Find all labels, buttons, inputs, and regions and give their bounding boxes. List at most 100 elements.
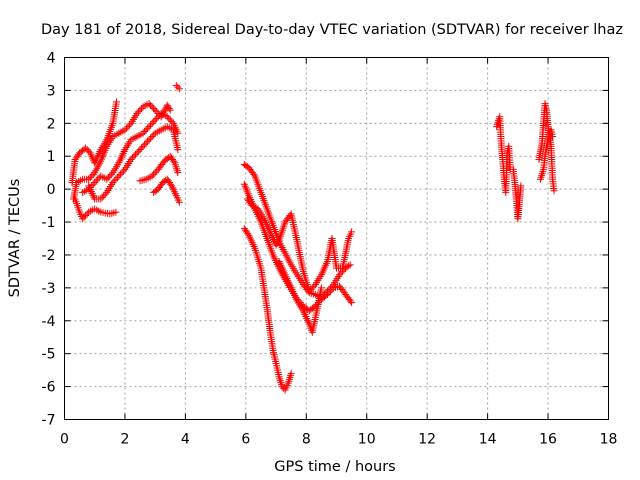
data-point: [151, 169, 159, 177]
data-point: [317, 284, 325, 292]
data-point: [82, 211, 90, 219]
y-tick-label: -4: [42, 314, 56, 330]
series-pass-a3: [71, 195, 120, 223]
plot-frame: [64, 57, 609, 420]
data-point: [346, 297, 354, 305]
data-point: [175, 198, 183, 206]
data-point: [132, 151, 140, 159]
data-point: [163, 113, 171, 121]
data-point: [151, 116, 159, 124]
data-point: [170, 157, 178, 165]
series-pass-a2: [70, 100, 174, 203]
data-point: [142, 126, 150, 134]
data-point: [550, 187, 558, 195]
data-point: [118, 169, 126, 177]
data-point: [85, 147, 93, 155]
series-pass-b3: [243, 195, 356, 295]
data-point: [145, 123, 153, 131]
data-point: [101, 190, 109, 198]
data-point: [112, 98, 120, 106]
data-point: [83, 146, 91, 154]
data-point: [112, 208, 120, 216]
data-point: [165, 114, 173, 122]
y-tick-label: -5: [42, 347, 56, 363]
data-point: [348, 228, 356, 236]
series-pass-a5: [85, 123, 182, 203]
data-point: [145, 136, 153, 144]
data-point: [148, 103, 156, 111]
data-point: [115, 172, 123, 180]
data-point: [109, 179, 117, 187]
data-point: [148, 172, 156, 180]
data-point: [97, 195, 105, 203]
data-point: [104, 174, 112, 182]
data-point: [113, 174, 121, 182]
data-point: [307, 286, 315, 294]
data-point: [89, 180, 97, 188]
data-point: [517, 182, 525, 190]
data-point: [98, 193, 106, 201]
data-point: [278, 383, 286, 391]
series-pass-c2: [509, 165, 525, 223]
x-tick-label: 6: [241, 432, 250, 448]
y-tick-label: 0: [47, 182, 56, 198]
data-point: [145, 100, 153, 108]
data-point: [100, 192, 108, 200]
data-point: [127, 156, 135, 164]
data-point: [141, 141, 149, 149]
x-axis-label: GPS time / hours: [274, 459, 395, 475]
data-point: [80, 213, 88, 221]
x-tick-label: 18: [600, 432, 618, 448]
data-point: [138, 105, 146, 113]
data-point: [139, 142, 147, 150]
data-point: [150, 105, 158, 113]
data-point: [91, 179, 99, 187]
y-tick-label: -1: [42, 215, 56, 231]
data-point: [147, 134, 155, 142]
data-point: [122, 124, 130, 132]
data-point: [172, 81, 180, 89]
data-point: [136, 106, 144, 114]
data-point: [322, 292, 330, 300]
series-pass-b4: [240, 225, 295, 394]
data-point: [549, 132, 557, 140]
data-point: [153, 114, 161, 122]
data-point: [175, 85, 183, 93]
data-point: [110, 177, 118, 185]
data-point: [174, 83, 182, 91]
y-tick-label: 4: [47, 51, 56, 67]
x-tick-label: 14: [479, 432, 497, 448]
data-point: [174, 146, 182, 154]
data-point: [274, 238, 282, 246]
series-pass-a7: [150, 175, 183, 206]
data-point: [150, 118, 158, 126]
data-markers: [68, 81, 558, 394]
data-point: [165, 105, 173, 113]
data-point: [86, 174, 94, 182]
data-point: [148, 132, 156, 140]
data-point: [141, 128, 149, 136]
data-point: [325, 289, 333, 297]
data-point: [107, 170, 115, 178]
series-pass-a6: [136, 152, 182, 185]
data-point: [95, 174, 103, 182]
data-point: [147, 121, 155, 129]
data-point: [103, 175, 111, 183]
data-point: [150, 131, 158, 139]
data-point: [326, 287, 334, 295]
data-point: [135, 147, 143, 155]
grid: [64, 57, 609, 420]
data-point: [121, 126, 129, 134]
data-point: [167, 180, 175, 188]
series-pass-b5: [275, 258, 325, 336]
data-point: [130, 152, 138, 160]
data-point: [129, 154, 136, 162]
data-point: [308, 284, 316, 292]
series-pass-a8: [172, 81, 183, 93]
data-point: [328, 286, 336, 294]
data-point: [79, 215, 87, 223]
data-point: [88, 172, 96, 180]
chart-title: Day 181 of 2018, Sidereal Day-to-day VTE…: [41, 22, 623, 38]
